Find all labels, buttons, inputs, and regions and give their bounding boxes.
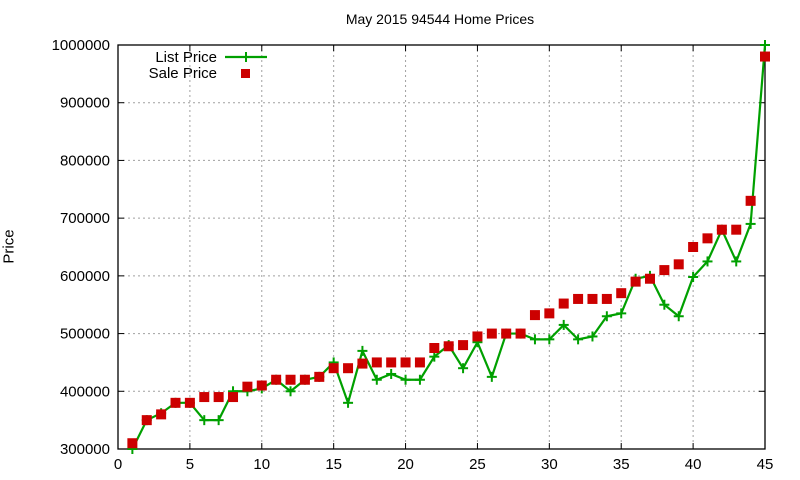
x-tick-label: 45 <box>757 456 774 473</box>
square-marker <box>544 308 555 319</box>
legend-square-swatch <box>241 69 250 78</box>
y-tick-label: 600000 <box>60 268 110 285</box>
x-tick-label: 10 <box>253 456 270 473</box>
y-tick-label: 700000 <box>60 210 110 227</box>
square-marker <box>299 374 310 385</box>
grid-lines <box>118 45 765 449</box>
square-marker <box>199 392 210 403</box>
y-tick-label: 1000000 <box>52 37 110 54</box>
square-marker <box>601 293 612 304</box>
square-marker <box>285 374 296 385</box>
square-marker <box>472 331 483 342</box>
square-marker <box>644 273 655 284</box>
series-list-price <box>127 40 770 454</box>
y-axis: 300000 400000 500000 600000 700000 800000 9000… <box>52 37 765 458</box>
square-marker <box>400 357 411 368</box>
square-marker <box>760 51 770 62</box>
square-marker <box>371 357 382 368</box>
square-marker <box>343 363 354 374</box>
square-marker <box>429 343 440 353</box>
square-marker <box>228 392 239 403</box>
square-marker <box>529 310 540 321</box>
y-tick-label: 400000 <box>60 383 110 400</box>
square-marker <box>673 259 684 270</box>
square-marker <box>156 409 167 420</box>
square-marker <box>141 415 152 426</box>
square-marker <box>314 371 325 382</box>
square-marker <box>443 341 454 352</box>
plot-border <box>117 44 766 450</box>
square-marker <box>558 298 569 309</box>
x-axis: 0 5 10 15 20 25 30 35 40 45 <box>114 45 774 473</box>
square-marker <box>386 357 397 368</box>
square-marker <box>458 340 469 351</box>
square-marker <box>256 380 267 391</box>
square-marker <box>731 224 742 235</box>
square-marker <box>745 195 756 206</box>
x-tick-label: 25 <box>469 456 486 473</box>
y-tick-label: 900000 <box>60 95 110 112</box>
square-marker <box>716 224 727 235</box>
series-line <box>131 44 767 450</box>
x-tick-label: 35 <box>613 456 630 473</box>
square-marker <box>242 381 253 392</box>
square-marker <box>616 288 627 299</box>
square-marker <box>702 233 713 244</box>
square-marker <box>170 397 181 408</box>
square-marker <box>515 328 526 339</box>
square-marker <box>630 276 641 287</box>
square-marker <box>127 438 138 449</box>
square-marker <box>328 363 339 374</box>
x-tick-label: 20 <box>397 456 414 473</box>
square-marker <box>357 358 368 369</box>
square-marker <box>271 374 282 385</box>
chart-title: May 2015 94544 Home Prices <box>345 11 535 27</box>
y-tick-label: 500000 <box>60 326 110 343</box>
square-marker <box>414 357 425 368</box>
legend-label: Sale Price <box>149 65 217 82</box>
square-marker <box>659 265 670 276</box>
series-sale-price <box>127 51 770 449</box>
square-marker <box>688 242 699 252</box>
square-marker <box>184 397 195 408</box>
y-tick-label: 300000 <box>60 441 110 458</box>
square-marker <box>573 293 584 304</box>
x-tick-label: 40 <box>685 456 702 473</box>
square-marker <box>213 392 224 403</box>
square-marker <box>501 328 512 339</box>
square-marker <box>486 328 497 339</box>
x-tick-label: 0 <box>114 456 122 473</box>
square-marker <box>587 293 598 304</box>
x-tick-label: 15 <box>325 456 342 473</box>
x-tick-label: 5 <box>186 456 194 473</box>
legend-label: List Price <box>155 49 217 66</box>
y-tick-label: 800000 <box>60 152 110 169</box>
x-tick-label: 30 <box>541 456 558 473</box>
